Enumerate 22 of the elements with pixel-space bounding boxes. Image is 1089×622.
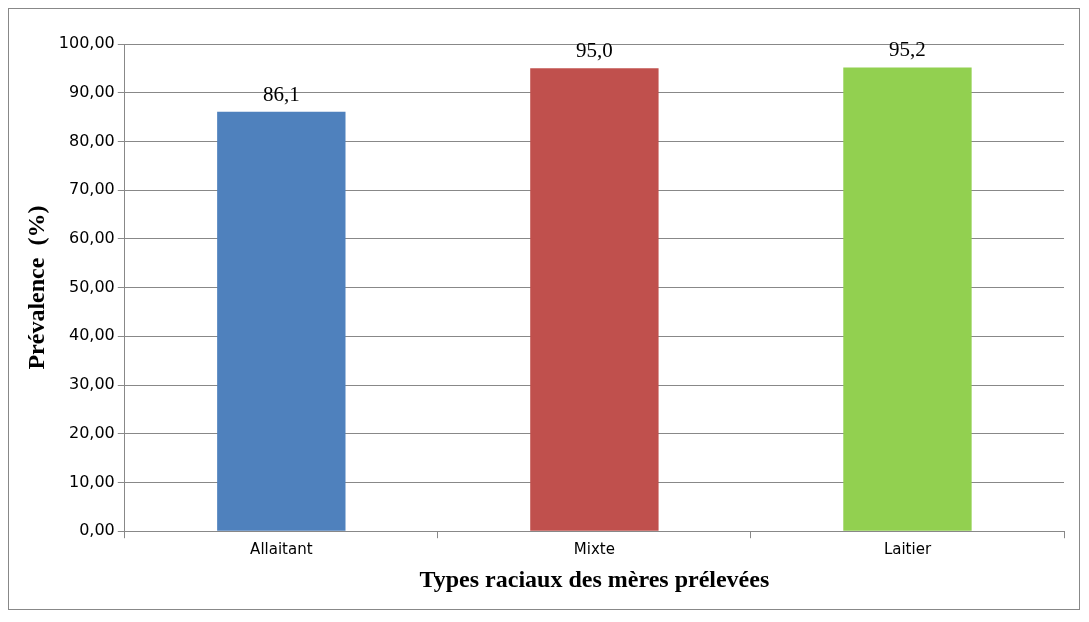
x-tick-label: Mixte xyxy=(573,540,615,559)
y-tick-label: 50,00 xyxy=(68,276,115,296)
y-tick-label: 60,00 xyxy=(68,228,115,248)
y-tick-label: 0,00 xyxy=(79,520,115,540)
y-axis-title: Prévalence (%) xyxy=(22,205,49,370)
y-tick-label: 80,00 xyxy=(68,130,115,150)
bar xyxy=(530,68,659,531)
y-tick-label: 30,00 xyxy=(68,374,115,394)
y-tick-label: 70,00 xyxy=(68,179,115,199)
bar xyxy=(843,67,972,531)
y-tick-label: 100,00 xyxy=(58,33,115,53)
y-tick-label: 20,00 xyxy=(68,422,115,442)
y-tick-label: 40,00 xyxy=(68,325,115,345)
x-tick-label: Laitier xyxy=(883,540,932,559)
y-tick-label: 90,00 xyxy=(68,81,115,101)
data-label: 95,2 xyxy=(889,37,926,62)
data-label: 86,1 xyxy=(262,81,300,106)
y-tick-label: 10,00 xyxy=(68,471,115,491)
bar xyxy=(217,111,346,531)
x-tick-label: Allaitant xyxy=(250,540,313,559)
x-axis-title: Types raciaux des mères prélevées xyxy=(419,565,770,592)
data-label: 95,0 xyxy=(576,38,613,63)
